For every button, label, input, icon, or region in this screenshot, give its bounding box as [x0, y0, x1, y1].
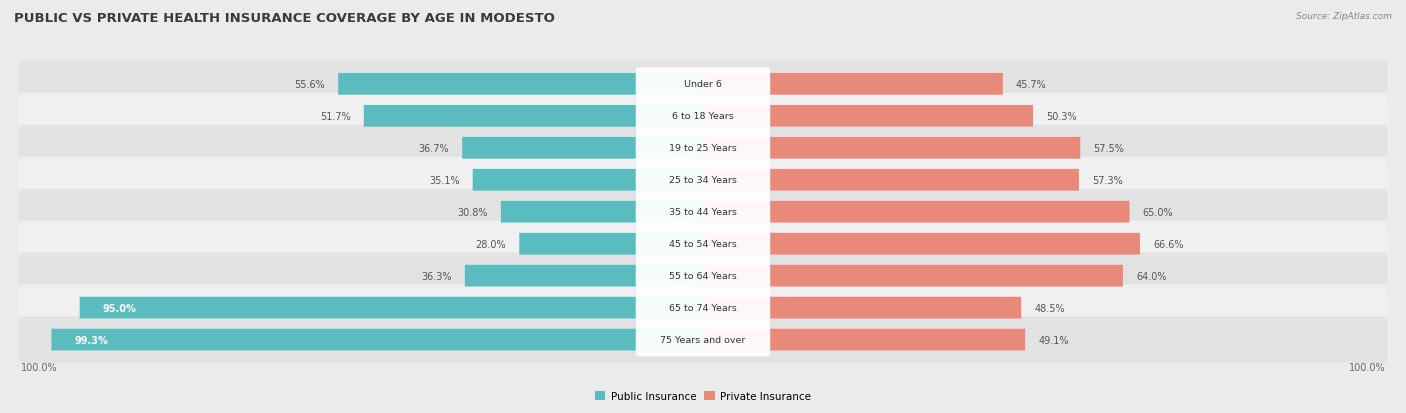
- FancyBboxPatch shape: [703, 265, 1123, 287]
- Text: 49.1%: 49.1%: [1038, 335, 1069, 345]
- FancyBboxPatch shape: [703, 202, 1129, 223]
- Legend: Public Insurance, Private Insurance: Public Insurance, Private Insurance: [591, 387, 815, 405]
- FancyBboxPatch shape: [18, 221, 1388, 267]
- FancyBboxPatch shape: [519, 233, 703, 255]
- Text: 55.6%: 55.6%: [294, 80, 325, 90]
- FancyBboxPatch shape: [703, 138, 1080, 159]
- Text: 75 Years and over: 75 Years and over: [661, 335, 745, 344]
- FancyBboxPatch shape: [636, 228, 770, 261]
- FancyBboxPatch shape: [636, 164, 770, 197]
- Text: 65 to 74 Years: 65 to 74 Years: [669, 304, 737, 312]
- FancyBboxPatch shape: [636, 323, 770, 356]
- Text: 50.3%: 50.3%: [1046, 112, 1077, 121]
- Text: 100.0%: 100.0%: [21, 362, 58, 372]
- FancyBboxPatch shape: [18, 285, 1388, 331]
- FancyBboxPatch shape: [80, 297, 703, 319]
- Text: 66.6%: 66.6%: [1153, 239, 1184, 249]
- FancyBboxPatch shape: [472, 169, 703, 191]
- FancyBboxPatch shape: [636, 196, 770, 229]
- Text: 6 to 18 Years: 6 to 18 Years: [672, 112, 734, 121]
- FancyBboxPatch shape: [636, 68, 770, 101]
- FancyBboxPatch shape: [339, 74, 703, 95]
- Text: 25 to 34 Years: 25 to 34 Years: [669, 176, 737, 185]
- FancyBboxPatch shape: [636, 132, 770, 165]
- FancyBboxPatch shape: [465, 265, 703, 287]
- Text: 57.5%: 57.5%: [1094, 143, 1125, 153]
- FancyBboxPatch shape: [703, 297, 1021, 319]
- Text: 30.8%: 30.8%: [457, 207, 488, 217]
- FancyBboxPatch shape: [18, 62, 1388, 108]
- Text: 28.0%: 28.0%: [475, 239, 506, 249]
- Text: 19 to 25 Years: 19 to 25 Years: [669, 144, 737, 153]
- FancyBboxPatch shape: [18, 94, 1388, 140]
- FancyBboxPatch shape: [18, 189, 1388, 235]
- Text: 48.5%: 48.5%: [1035, 303, 1064, 313]
- Text: 57.3%: 57.3%: [1092, 176, 1123, 185]
- Text: 65.0%: 65.0%: [1143, 207, 1173, 217]
- Text: 100.0%: 100.0%: [1348, 362, 1385, 372]
- Text: Under 6: Under 6: [685, 80, 721, 89]
- Text: 45.7%: 45.7%: [1017, 80, 1046, 90]
- FancyBboxPatch shape: [703, 233, 1140, 255]
- Text: 36.3%: 36.3%: [422, 271, 451, 281]
- FancyBboxPatch shape: [463, 138, 703, 159]
- Text: 99.3%: 99.3%: [75, 335, 108, 345]
- FancyBboxPatch shape: [636, 292, 770, 324]
- FancyBboxPatch shape: [18, 157, 1388, 203]
- FancyBboxPatch shape: [501, 202, 703, 223]
- Text: Source: ZipAtlas.com: Source: ZipAtlas.com: [1296, 12, 1392, 21]
- FancyBboxPatch shape: [703, 74, 1002, 95]
- Text: 45 to 54 Years: 45 to 54 Years: [669, 240, 737, 249]
- FancyBboxPatch shape: [636, 260, 770, 292]
- FancyBboxPatch shape: [52, 329, 703, 351]
- FancyBboxPatch shape: [18, 317, 1388, 363]
- FancyBboxPatch shape: [18, 253, 1388, 299]
- Text: PUBLIC VS PRIVATE HEALTH INSURANCE COVERAGE BY AGE IN MODESTO: PUBLIC VS PRIVATE HEALTH INSURANCE COVER…: [14, 12, 555, 25]
- FancyBboxPatch shape: [364, 106, 703, 127]
- FancyBboxPatch shape: [636, 100, 770, 133]
- Text: 35 to 44 Years: 35 to 44 Years: [669, 208, 737, 217]
- Text: 55 to 64 Years: 55 to 64 Years: [669, 271, 737, 280]
- FancyBboxPatch shape: [703, 329, 1025, 351]
- Text: 64.0%: 64.0%: [1136, 271, 1167, 281]
- FancyBboxPatch shape: [703, 169, 1078, 191]
- Text: 51.7%: 51.7%: [321, 112, 350, 121]
- Text: 36.7%: 36.7%: [419, 143, 449, 153]
- Text: 35.1%: 35.1%: [429, 176, 460, 185]
- Text: 95.0%: 95.0%: [103, 303, 136, 313]
- FancyBboxPatch shape: [18, 126, 1388, 171]
- FancyBboxPatch shape: [703, 106, 1033, 127]
